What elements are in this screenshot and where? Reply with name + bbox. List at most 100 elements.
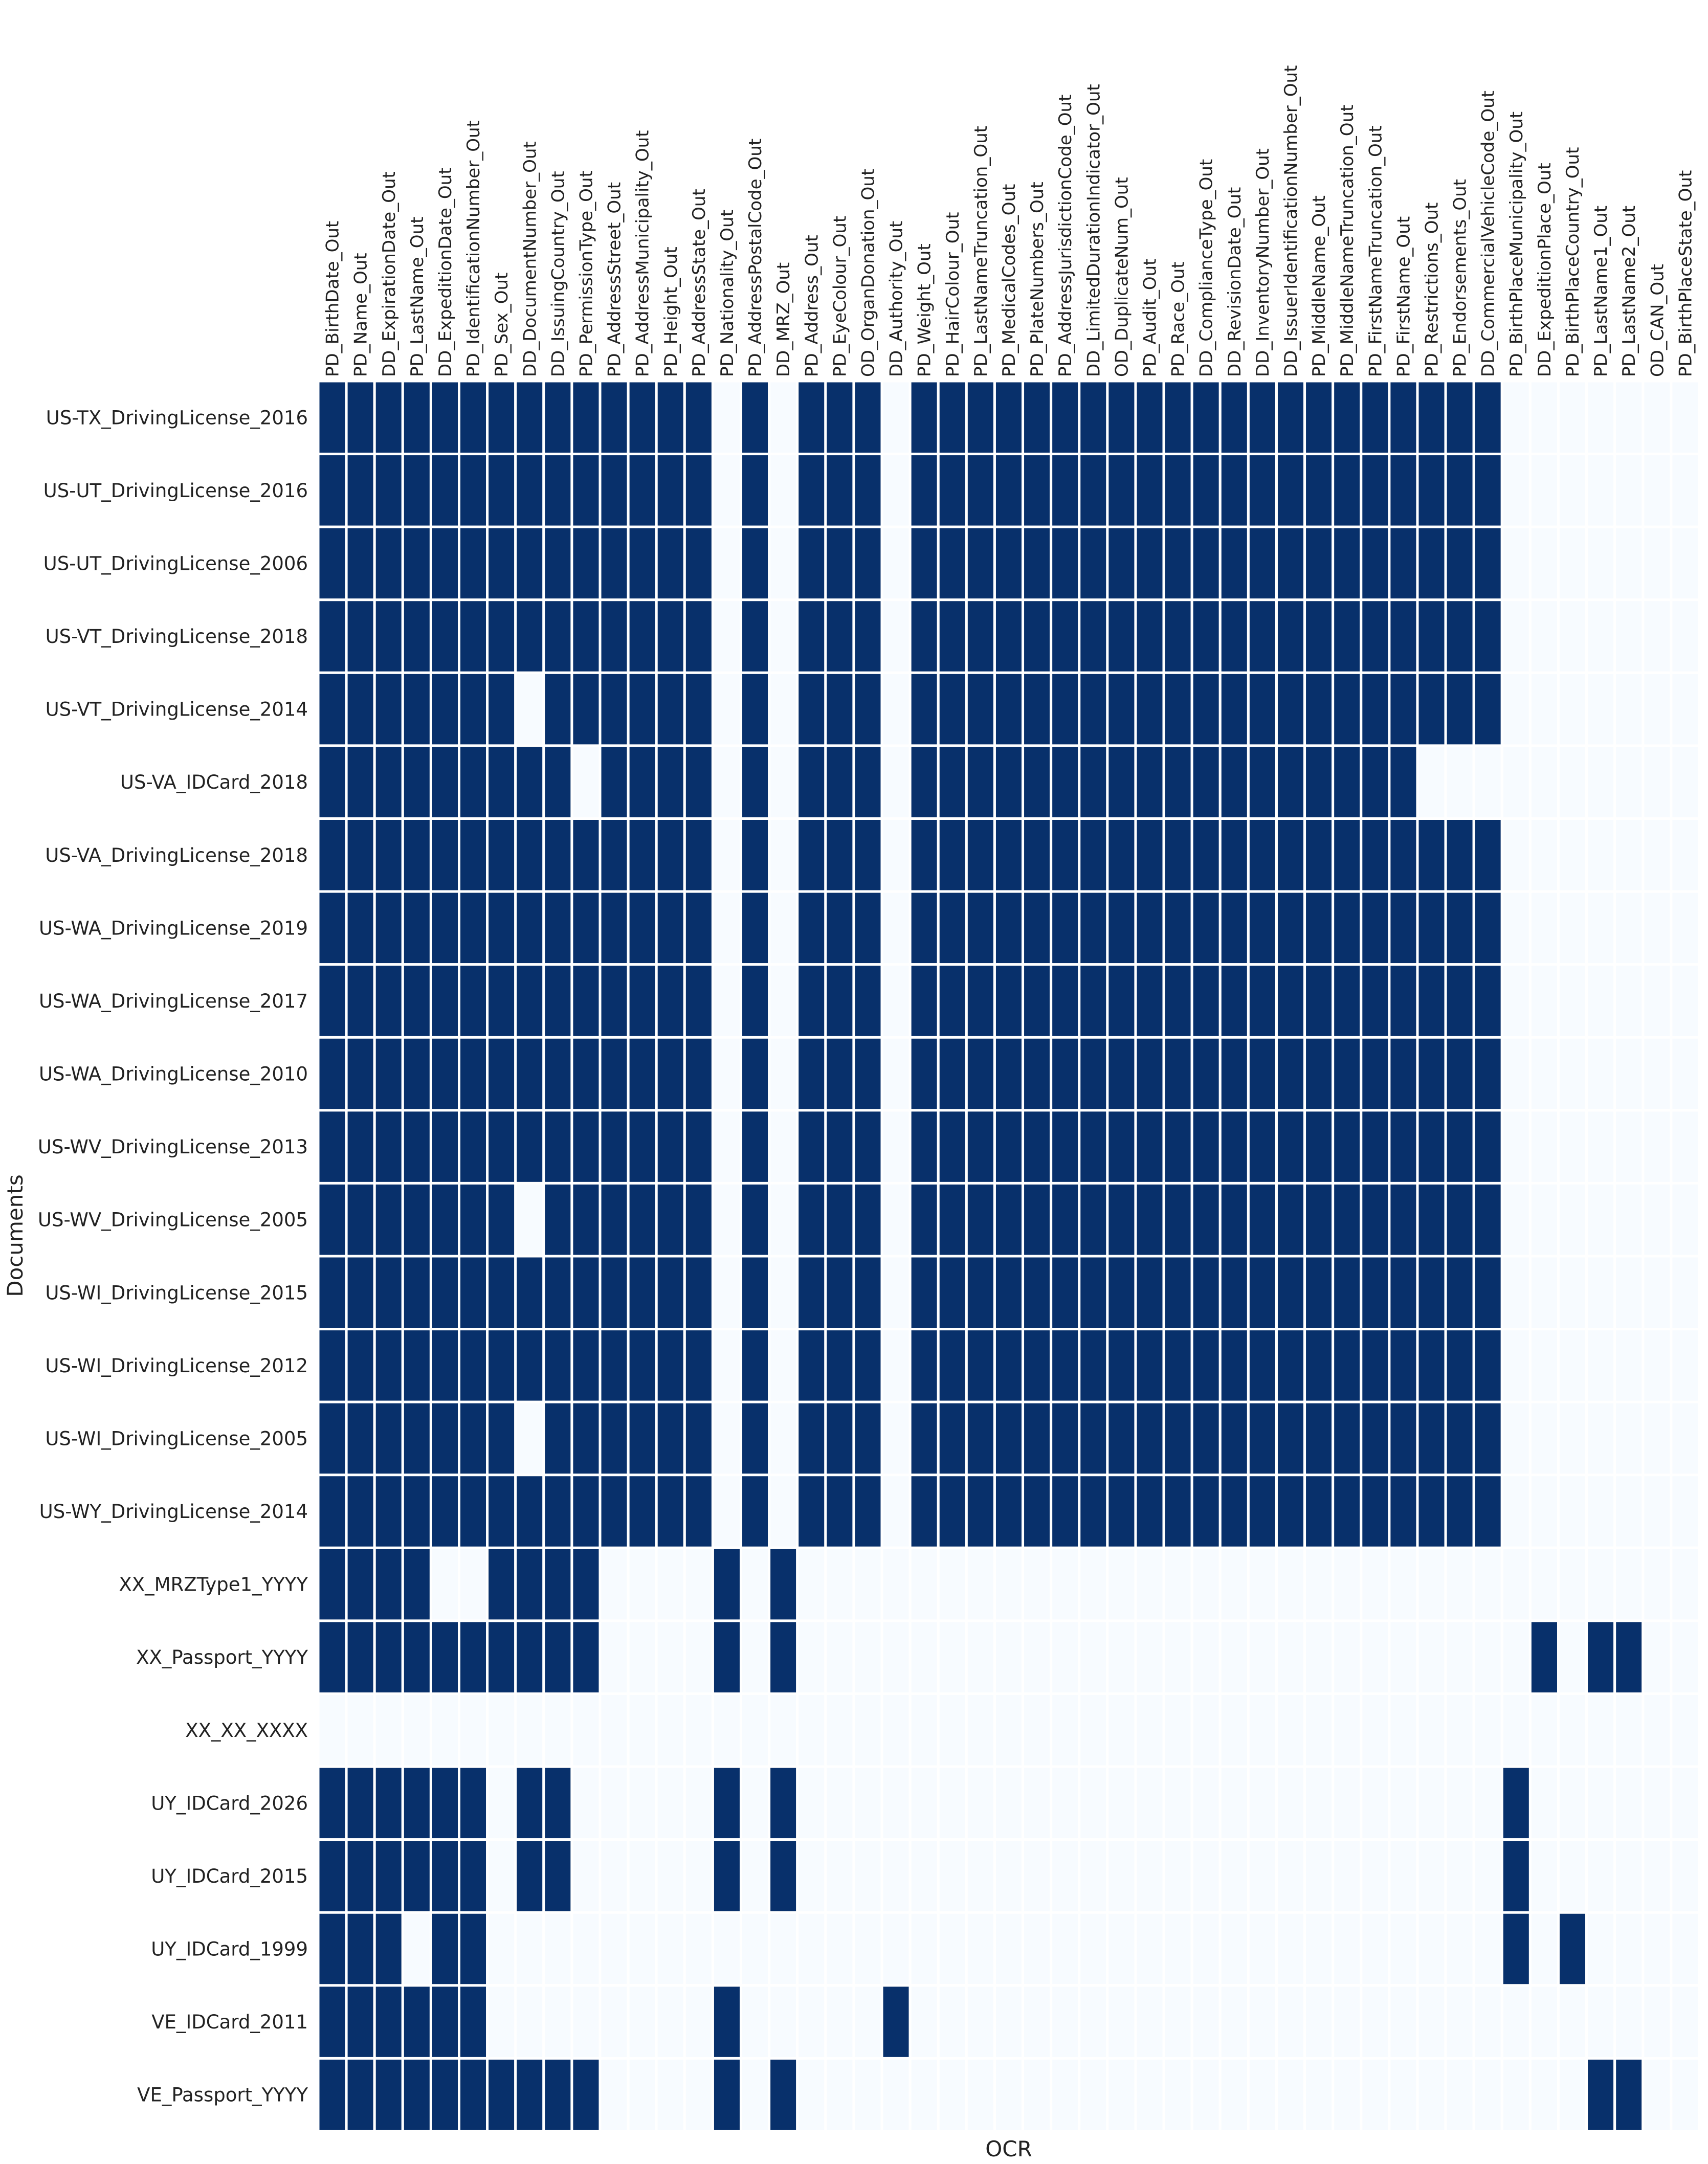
heatmap-cell <box>1332 1328 1363 1403</box>
heatmap-cell <box>824 1765 855 1841</box>
heatmap-cell <box>486 1400 517 1477</box>
heatmap-cell <box>655 1400 686 1477</box>
column-label: PD_EyeColour_Out <box>830 216 850 377</box>
heatmap-cell <box>683 380 714 456</box>
heatmap-cell <box>1416 817 1447 893</box>
heatmap-cell <box>542 1619 573 1695</box>
heatmap-cell <box>1190 598 1222 674</box>
heatmap-cell <box>965 1692 996 1768</box>
column-label: DD_CommercialVehicleCode_Out <box>1478 91 1499 377</box>
heatmap-cell <box>1303 1838 1335 1914</box>
heatmap-cell <box>1218 890 1250 966</box>
heatmap-cell <box>1557 453 1588 528</box>
heatmap-cell <box>1022 1692 1053 1768</box>
heatmap-cell <box>965 453 996 528</box>
heatmap-cell <box>683 1474 714 1549</box>
heatmap-cell <box>1332 1692 1363 1768</box>
heatmap-cell <box>1134 1692 1165 1768</box>
heatmap-cell <box>598 1692 630 1768</box>
heatmap-cell <box>1050 1181 1081 1258</box>
heatmap-cell <box>1613 1255 1645 1331</box>
heatmap-cell <box>1303 1765 1335 1841</box>
heatmap-cell <box>1416 1692 1447 1768</box>
heatmap-cell <box>1557 2057 1588 2133</box>
heatmap-cell <box>937 453 968 528</box>
heatmap-cell <box>1585 598 1616 674</box>
heatmap-cell <box>880 1838 912 1914</box>
heatmap-cell <box>1106 1765 1137 1841</box>
heatmap-cell <box>627 1838 658 1914</box>
heatmap-cell <box>1303 1474 1335 1549</box>
heatmap-cell <box>1585 1181 1616 1258</box>
heatmap-cell <box>1472 1400 1503 1477</box>
heatmap-cell <box>1670 453 1701 528</box>
heatmap-cell <box>1247 963 1278 1039</box>
heatmap-cell <box>1472 1109 1503 1185</box>
heatmap-cell <box>740 1984 771 2060</box>
heatmap-cell <box>824 453 855 528</box>
row-label: US-UT_DrivingLicense_2016 <box>43 480 308 502</box>
heatmap-cell <box>965 1328 996 1403</box>
heatmap-cell <box>486 1036 517 1112</box>
heatmap-cell <box>1218 671 1250 747</box>
heatmap-cell <box>1388 1328 1419 1403</box>
heatmap-cell <box>683 2057 714 2133</box>
heatmap-cell <box>1050 1692 1081 1768</box>
row-label: XX_Passport_YYYY <box>136 1646 308 1668</box>
heatmap-cell <box>1218 1255 1250 1331</box>
heatmap-cell <box>1585 380 1616 456</box>
heatmap-cell <box>542 890 573 966</box>
heatmap-cell <box>1218 1328 1250 1403</box>
heatmap-cell <box>373 817 404 893</box>
heatmap-cell <box>1472 380 1503 456</box>
column-label: DD_Authority_Out <box>886 221 907 377</box>
heatmap-cell <box>1134 817 1165 893</box>
heatmap-cell <box>1528 2057 1560 2133</box>
heatmap-cell <box>345 598 376 674</box>
heatmap-cell <box>1106 598 1137 674</box>
row-label: VE_IDCard_2011 <box>151 2011 308 2033</box>
heatmap-cell <box>1613 1109 1645 1185</box>
heatmap-cell <box>711 1181 743 1258</box>
heatmap-cell <box>1360 2057 1391 2133</box>
heatmap-cell <box>1162 1911 1193 1987</box>
heatmap-cell <box>740 2057 771 2133</box>
heatmap-cell <box>852 525 883 601</box>
heatmap-cell <box>1190 1474 1222 1549</box>
heatmap-cell <box>880 525 912 601</box>
heatmap-cell <box>740 1546 771 1622</box>
heatmap-cell <box>711 1546 743 1622</box>
heatmap-cell <box>598 1255 630 1331</box>
heatmap-cell <box>1162 1400 1193 1477</box>
heatmap-cell <box>1557 1109 1588 1185</box>
heatmap-cell <box>458 1838 489 1914</box>
column-label: PD_Restrictions_Out <box>1422 203 1443 377</box>
heatmap-cell <box>373 1546 404 1622</box>
heatmap-cell <box>768 817 799 893</box>
heatmap-cell <box>740 1838 771 1914</box>
heatmap-cell <box>965 380 996 456</box>
heatmap-cell <box>1613 2057 1645 2133</box>
heatmap-cell <box>570 1911 602 1987</box>
heatmap-cell <box>908 1328 940 1403</box>
row-label: US-WA_DrivingLicense_2019 <box>39 917 308 939</box>
heatmap-cell <box>317 1619 348 1695</box>
heatmap-cell <box>824 1619 855 1695</box>
heatmap-cell <box>514 1984 545 2060</box>
column-label: PD_LastName1_Out <box>1591 206 1611 377</box>
heatmap-cell <box>1388 1984 1419 2060</box>
heatmap-cell <box>570 1838 602 1914</box>
heatmap-cell <box>1670 1765 1701 1841</box>
heatmap-cell <box>458 1255 489 1331</box>
heatmap-cell <box>1613 380 1645 456</box>
heatmap-cell <box>768 1911 799 1987</box>
heatmap-cell <box>880 1692 912 1768</box>
heatmap-cell <box>683 1181 714 1258</box>
heatmap-cell <box>373 963 404 1039</box>
heatmap-cell <box>627 1911 658 1987</box>
heatmap-cell <box>570 525 602 601</box>
heatmap-cell <box>486 817 517 893</box>
heatmap-cell <box>458 963 489 1039</box>
heatmap-cell <box>852 380 883 456</box>
heatmap-cell <box>486 2057 517 2133</box>
